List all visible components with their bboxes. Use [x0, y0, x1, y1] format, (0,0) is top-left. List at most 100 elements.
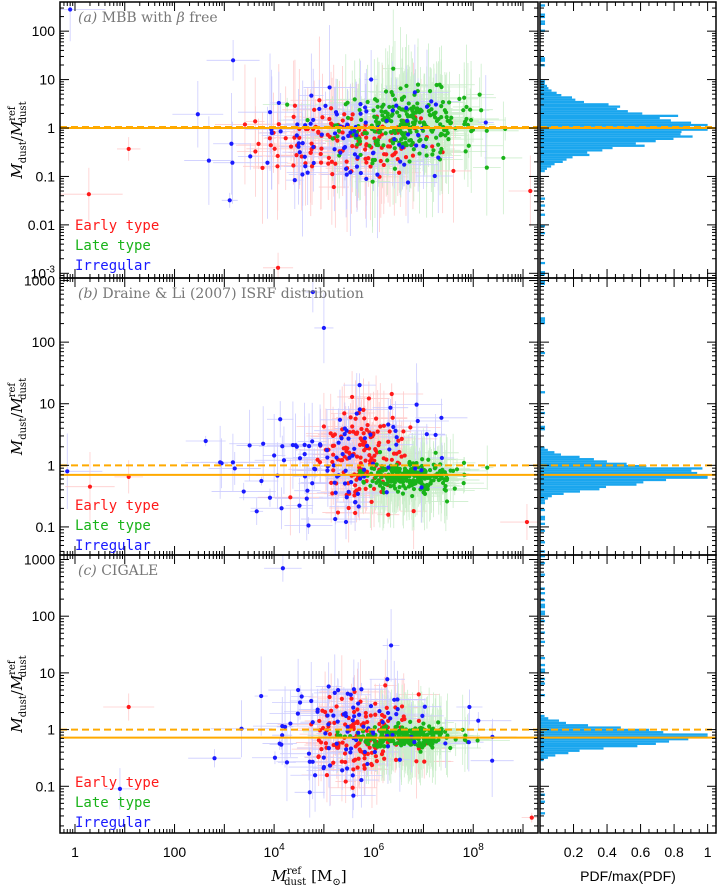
y-label-slash: / [8, 412, 26, 418]
point-irregular [230, 460, 235, 465]
point-late [427, 89, 433, 94]
point-irregular [247, 443, 252, 448]
hist-bar [540, 130, 682, 134]
point-late [447, 100, 452, 105]
point-irregular [386, 422, 391, 427]
point-late [370, 161, 375, 166]
point-irregular [230, 160, 235, 165]
point-late [434, 82, 439, 88]
point-irregular [404, 105, 409, 111]
point-early [275, 265, 281, 270]
point-irregular [334, 112, 339, 117]
point-early [410, 153, 416, 158]
point-early [87, 484, 93, 489]
hist-bar [540, 529, 546, 532]
point-late [463, 119, 468, 124]
point-late [370, 179, 375, 184]
point-irregular [297, 456, 303, 461]
point-late [445, 118, 450, 124]
point-late [383, 89, 389, 94]
point-late [404, 83, 409, 88]
point-irregular [339, 436, 344, 441]
point-irregular [309, 93, 314, 98]
point-late [484, 165, 489, 170]
point-late [417, 151, 422, 156]
hist-bar [540, 391, 546, 394]
panel-title: (a) MBB with β free [78, 10, 218, 26]
y-tick-label: 10 [39, 396, 55, 412]
plot-area [60, 2, 538, 278]
point-late [401, 475, 407, 481]
point-late [413, 117, 418, 122]
point-early [362, 147, 368, 152]
hist-bar [540, 273, 546, 276]
point-late [393, 130, 398, 136]
point-irregular [405, 118, 410, 123]
point-early [372, 453, 377, 458]
hist-bar [540, 87, 549, 90]
point-early [330, 433, 336, 439]
point-early [341, 446, 346, 451]
point-early [387, 144, 393, 149]
hist-bar [540, 123, 708, 127]
point-early [528, 188, 533, 194]
point-early [399, 454, 404, 459]
hist-bar [540, 476, 708, 479]
point-early [353, 416, 358, 421]
hist-bar [540, 13, 546, 16]
point-irregular [317, 106, 322, 112]
y-label-sub2: dust [18, 101, 29, 123]
point-irregular [334, 455, 339, 460]
point-late [440, 132, 445, 137]
point-late [397, 113, 402, 119]
hist-bar [540, 117, 660, 120]
hist-bar [540, 453, 561, 456]
point-irregular [354, 411, 359, 416]
y-tick-label: 1 [47, 120, 55, 136]
point-early [351, 429, 356, 434]
point-irregular [364, 176, 369, 181]
hist-bar [540, 142, 636, 145]
hist-bar [540, 151, 588, 154]
point-early [389, 457, 394, 462]
point-late [373, 97, 378, 102]
hist-bar [540, 522, 546, 525]
point-early [366, 396, 371, 401]
y-label-sup: ref [7, 382, 18, 398]
point-late [428, 481, 433, 486]
point-late [438, 476, 444, 481]
y-label-sub: dust [18, 418, 29, 440]
point-early [345, 446, 350, 451]
point-irregular [352, 129, 357, 134]
y-label-sub2: dust [18, 378, 29, 400]
point-late [386, 480, 391, 485]
point-late [461, 460, 467, 465]
point-irregular [311, 160, 316, 166]
point-irregular [347, 455, 352, 460]
y-axis-label: Mdust/Mrefdust [7, 101, 29, 179]
point-late [376, 143, 381, 148]
point-early [320, 115, 325, 120]
point-late [396, 105, 402, 111]
point-late [385, 113, 390, 118]
point-early [309, 141, 314, 146]
point-irregular [436, 155, 441, 160]
point-irregular [195, 112, 200, 117]
point-late [443, 488, 448, 493]
point-irregular [390, 108, 395, 113]
point-late [411, 104, 416, 109]
point-early [352, 493, 357, 498]
hist-bar [540, 499, 545, 502]
point-early [366, 156, 371, 161]
hist-bar [540, 501, 546, 505]
hist-bar [540, 91, 557, 94]
hist-bar [540, 494, 552, 498]
point-late [392, 97, 398, 102]
point-late [464, 104, 469, 110]
point-late [457, 96, 462, 101]
hist-bar [540, 508, 546, 512]
point-late [378, 468, 383, 473]
point-early [373, 447, 378, 452]
point-early [335, 138, 340, 143]
point-irregular [340, 451, 345, 457]
